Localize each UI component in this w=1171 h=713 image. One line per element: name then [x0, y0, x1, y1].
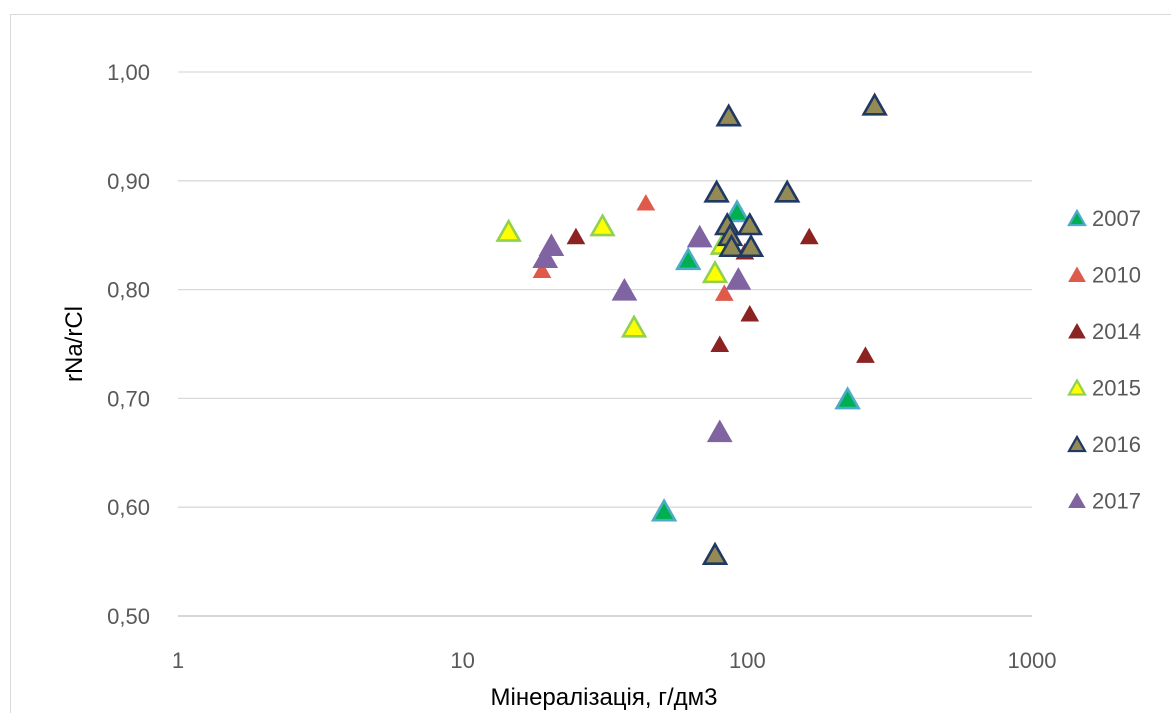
legend-label: 2016: [1092, 432, 1141, 457]
legend-label: 2010: [1092, 263, 1141, 288]
x-tick-label: 100: [729, 648, 766, 673]
data-points: [495, 92, 888, 565]
data-point-2016: [736, 212, 764, 236]
y-tick-label: 0,70: [107, 386, 150, 411]
data-point-2010: [636, 194, 656, 211]
data-point-2014: [856, 346, 875, 363]
data-point-2016: [773, 179, 801, 203]
data-point-2015: [620, 314, 648, 338]
legend-label: 2007: [1092, 206, 1141, 231]
y-tick-label: 0,90: [107, 169, 150, 194]
data-point-2016: [715, 103, 742, 127]
data-point-2014: [799, 227, 819, 245]
x-tick-label: 1: [172, 648, 184, 673]
x-tick-label: 1000: [1008, 648, 1057, 673]
data-point-2014: [566, 227, 586, 245]
x-axis-title: Мінералізація, г/дм3: [491, 684, 718, 711]
data-point-2007: [834, 386, 861, 410]
data-point-2016: [701, 541, 729, 565]
data-point-2016: [703, 179, 730, 203]
data-point-2016: [737, 233, 765, 258]
y-tick-label: 0,80: [107, 278, 150, 303]
legend-marker-2015: [1067, 378, 1087, 396]
y-tick-label: 1,00: [107, 60, 150, 85]
legend-label: 2017: [1092, 489, 1141, 514]
legend-marker-2007: [1067, 208, 1087, 227]
data-point-2016: [718, 233, 745, 258]
legend: 2007 2010 2014 2015 2016 2017: [1067, 206, 1141, 514]
data-point-2017: [611, 278, 638, 301]
x-axis-ticks: 1 10 100 1000: [172, 648, 1057, 673]
y-axis-title: rNa/rCl: [61, 306, 88, 382]
data-point-2017: [538, 233, 565, 257]
data-point-2016: [861, 92, 888, 116]
data-point-2014: [740, 305, 760, 322]
data-point-2010: [714, 284, 734, 301]
y-tick-label: 0,60: [107, 495, 150, 520]
legend-marker-2010: [1068, 266, 1086, 283]
y-axis-ticks: 0,50 0,60 0,70 0,80 0,90 1,00: [107, 60, 150, 629]
legend-marker-2014: [1068, 322, 1086, 339]
chart-frame: [10, 14, 1171, 713]
data-point-2015: [701, 259, 729, 284]
data-point-2010: [532, 261, 552, 278]
gridlines: [178, 71, 1032, 617]
data-point-2017: [725, 267, 752, 290]
data-point-2017: [532, 245, 559, 269]
data-point-2015: [589, 213, 616, 237]
legend-marker-2016: [1067, 434, 1087, 453]
legend-marker-2017: [1068, 492, 1086, 509]
y-tick-label: 0,50: [107, 604, 150, 629]
data-point-2015: [495, 218, 522, 242]
data-point-2014: [710, 335, 730, 352]
data-point-2007: [723, 198, 751, 223]
data-point-2017: [686, 224, 713, 248]
data-point-2017: [706, 419, 733, 443]
legend-label: 2015: [1092, 376, 1141, 401]
data-point-2007: [650, 498, 678, 522]
x-tick-label: 10: [450, 648, 474, 673]
data-point-2007: [675, 246, 702, 271]
legend-label: 2014: [1092, 319, 1141, 344]
